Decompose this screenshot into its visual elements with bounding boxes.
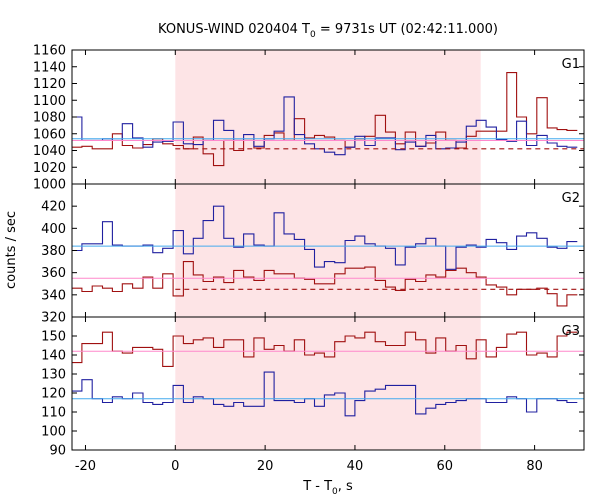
y-tick-label: 1040	[33, 144, 66, 159]
y-axis-label: counts / sec	[4, 211, 19, 289]
red-series	[72, 261, 578, 307]
y-tick-label: 420	[41, 200, 66, 215]
y-tick-label: 360	[41, 266, 66, 281]
y-tick-label: 110	[41, 406, 66, 421]
panel-g2: 320 340 360 380 400 420 G2	[41, 183, 585, 326]
x-tick-label: 0	[171, 459, 179, 474]
highlight-interval	[175, 317, 481, 450]
y-tick-label: 1060	[33, 127, 66, 142]
y-tick-label: 380	[41, 244, 66, 259]
blue-series	[72, 205, 578, 270]
x-tick-label: -20	[75, 459, 96, 474]
y-tick-label: 130	[41, 368, 66, 383]
y-tick-label: 150	[41, 330, 66, 345]
y-tick-label: 1160	[33, 44, 66, 59]
y-tick-label: 1000	[33, 178, 66, 193]
y-tick-label: 1020	[33, 161, 66, 176]
y-tick-label: 120	[41, 387, 66, 402]
blue-series	[72, 96, 578, 156]
panel-g3: 90 100 110 120 130 140 150 G3	[41, 316, 585, 459]
y-tick-label: 100	[41, 425, 66, 440]
panels: 100010201040106010801100112011401160G132…	[33, 44, 585, 459]
panel-label: G3	[562, 324, 580, 339]
x-tick-label: 20	[257, 459, 274, 474]
x-tick-label: 80	[526, 459, 543, 474]
y-tick-label: 320	[41, 311, 66, 326]
chart-title: KONUS-WIND 020404 T0 = 9731s UT (02:42:1…	[158, 22, 498, 40]
y-tick-label: 1100	[33, 94, 66, 109]
blue-series	[72, 371, 578, 417]
y-tick-label: 1080	[33, 111, 66, 126]
x-tick-label: 40	[347, 459, 364, 474]
x-axis-label: T - T0, s	[302, 479, 353, 497]
y-tick-label: 140	[41, 349, 66, 364]
highlight-interval	[175, 184, 481, 317]
y-tick-label: 400	[41, 222, 66, 237]
y-tick-label: 1120	[33, 77, 66, 92]
y-tick-label: 90	[49, 444, 66, 459]
panel-label: G2	[562, 191, 580, 206]
red-series	[72, 331, 578, 367]
panel-label: G1	[562, 57, 580, 72]
y-tick-label: 340	[41, 288, 66, 303]
x-tick-label: 60	[436, 459, 453, 474]
y-tick-label: 1140	[33, 60, 66, 75]
x-axis: -20 0 20 40 60 80	[75, 459, 543, 474]
panel-frame	[71, 316, 585, 451]
highlight-interval	[175, 50, 481, 184]
